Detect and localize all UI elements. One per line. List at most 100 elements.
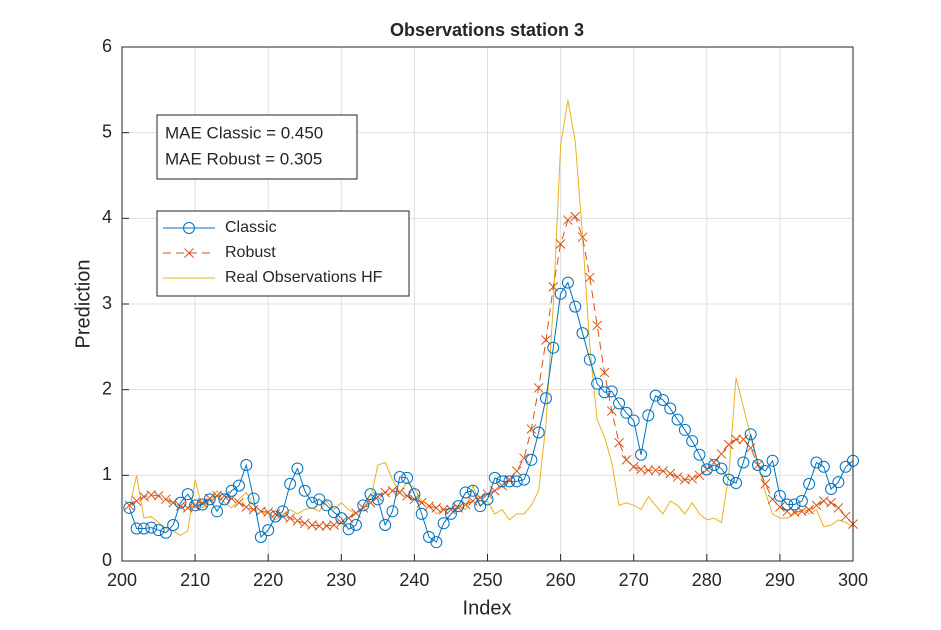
marker <box>731 434 741 445</box>
marker <box>459 486 472 499</box>
marker <box>408 488 421 501</box>
marker <box>825 483 838 496</box>
marker <box>497 480 507 491</box>
y-tick-label: 0 <box>102 550 112 570</box>
series-line <box>128 100 854 536</box>
marker <box>182 503 193 513</box>
marker <box>818 496 829 506</box>
marker <box>605 385 618 398</box>
marker <box>591 377 604 390</box>
y-tick-label: 4 <box>102 207 112 227</box>
series-line <box>128 281 854 543</box>
marker <box>327 506 340 519</box>
marker <box>313 493 326 506</box>
marker <box>577 232 588 243</box>
marker <box>737 456 750 469</box>
x-tick-label: 240 <box>399 570 429 590</box>
marker <box>554 287 567 300</box>
marker <box>183 222 195 234</box>
legend-label: Real Observations HF <box>225 269 383 286</box>
marker <box>358 503 369 513</box>
marker <box>583 353 596 366</box>
series-line <box>129 215 854 527</box>
marker <box>723 439 734 450</box>
marker <box>262 524 275 537</box>
marker <box>803 477 816 490</box>
marker <box>211 505 224 518</box>
marker <box>401 471 414 484</box>
marker <box>722 473 735 486</box>
legend-label: Robust <box>225 244 276 261</box>
marker <box>563 215 573 225</box>
marker <box>620 406 633 419</box>
marker <box>314 521 325 531</box>
marker <box>503 475 516 488</box>
marker <box>189 499 202 512</box>
marker <box>386 505 399 518</box>
marker <box>730 477 743 490</box>
marker <box>811 500 822 511</box>
marker <box>678 423 691 436</box>
marker <box>547 341 560 354</box>
marker <box>175 501 186 512</box>
marker <box>232 479 245 492</box>
marker <box>510 475 523 488</box>
marker <box>628 461 639 472</box>
marker <box>614 437 624 448</box>
x-tick-label: 300 <box>838 570 868 590</box>
marker <box>693 448 706 461</box>
marker <box>744 428 757 441</box>
marker <box>569 300 582 313</box>
marker <box>539 392 552 405</box>
marker <box>795 495 808 508</box>
marker <box>766 454 779 467</box>
marker <box>716 449 727 459</box>
marker <box>124 500 135 511</box>
marker <box>130 522 143 535</box>
marker <box>751 459 764 472</box>
marker <box>760 479 771 489</box>
marker <box>839 460 852 473</box>
marker <box>161 494 171 505</box>
marker <box>387 485 398 496</box>
marker <box>437 517 450 530</box>
marker <box>788 498 801 511</box>
legend-label: Classic <box>225 219 277 236</box>
marker <box>219 491 230 501</box>
marker <box>826 497 836 508</box>
x-tick-label: 270 <box>619 570 649 590</box>
marker <box>284 477 297 490</box>
marker <box>474 500 487 513</box>
marker <box>687 473 698 484</box>
marker <box>139 491 149 502</box>
marker <box>664 402 677 415</box>
x-tick-label: 280 <box>692 570 722 590</box>
marker <box>372 491 383 502</box>
lines <box>123 100 859 549</box>
marker <box>715 462 728 475</box>
marker <box>167 519 180 532</box>
marker <box>810 456 823 469</box>
marker <box>561 276 574 289</box>
marker <box>656 393 669 406</box>
marker <box>592 320 603 331</box>
marker <box>431 503 442 513</box>
marker <box>320 499 333 512</box>
marker <box>402 491 412 501</box>
marker <box>184 248 194 258</box>
y-axis-label: Prediction <box>72 260 94 349</box>
marker <box>598 386 611 399</box>
y-tick-label: 3 <box>102 293 112 313</box>
marker <box>212 491 222 501</box>
marker <box>444 507 457 520</box>
annotation: MAE Classic = 0.450 <box>165 123 323 142</box>
marker <box>525 453 538 466</box>
marker <box>759 465 772 478</box>
y-tick-label: 5 <box>102 121 112 141</box>
series <box>128 100 854 536</box>
marker <box>357 499 370 512</box>
marker <box>190 501 200 512</box>
marker <box>365 497 376 508</box>
marker <box>203 493 216 506</box>
